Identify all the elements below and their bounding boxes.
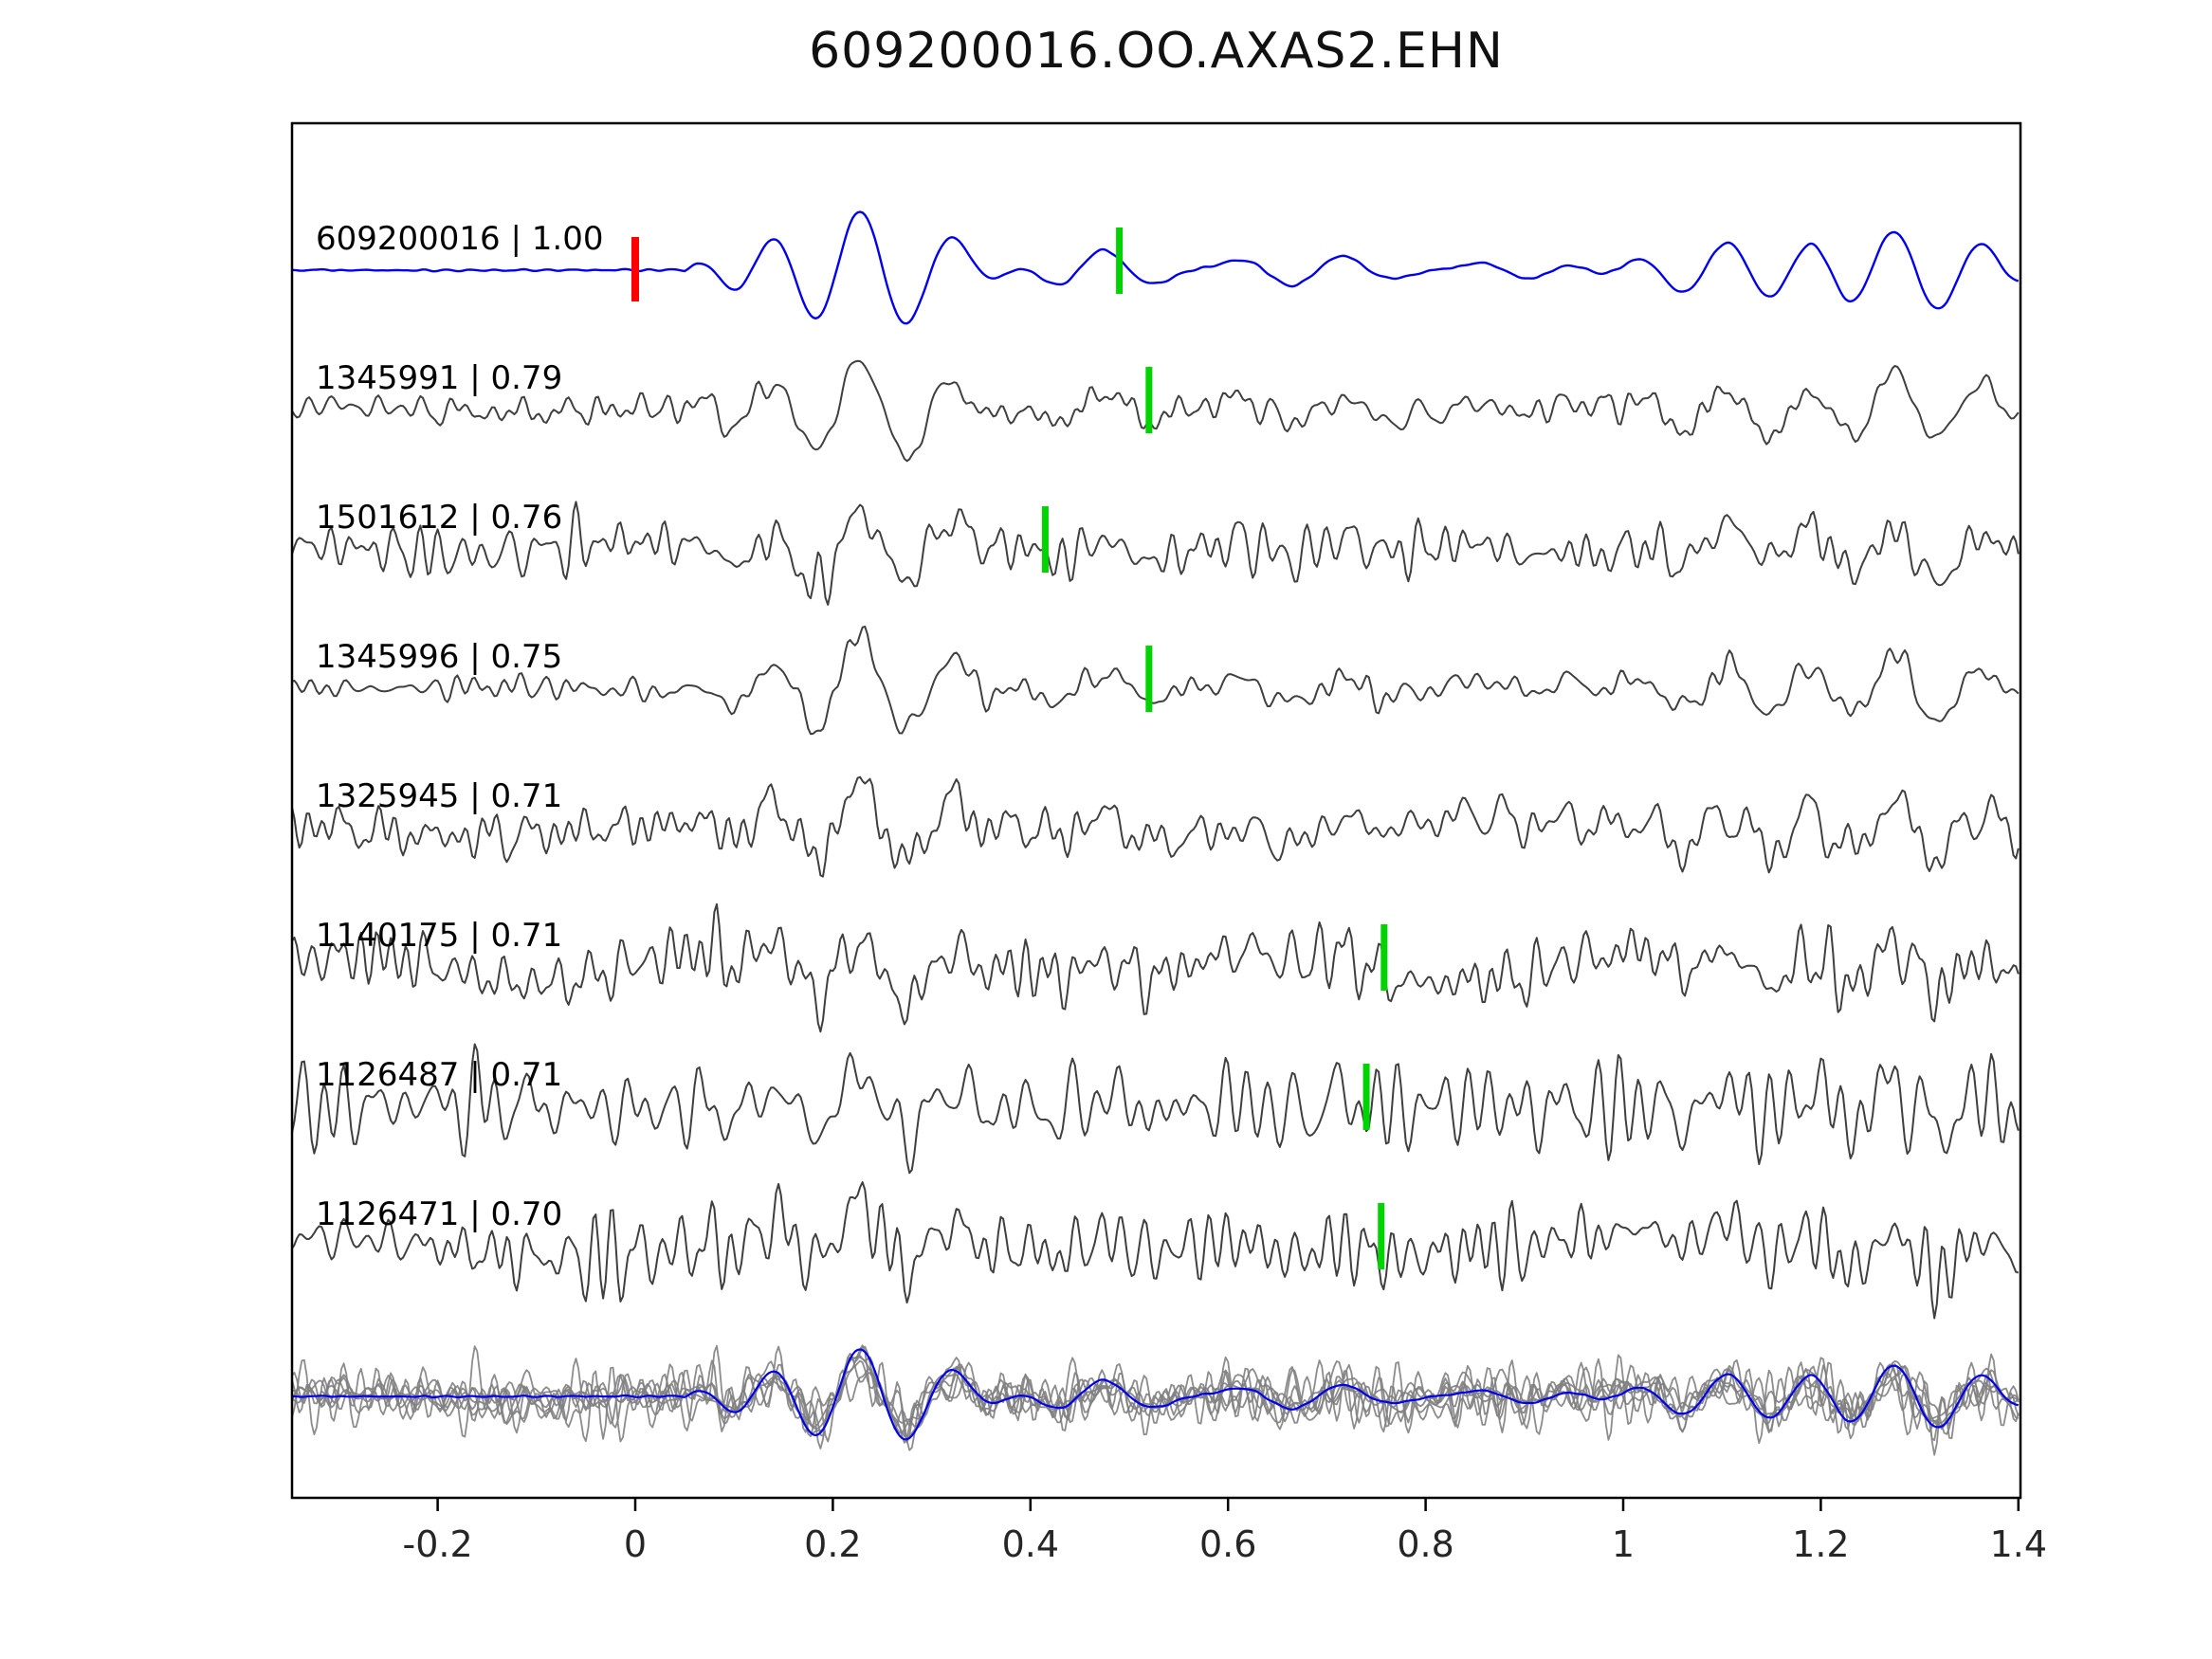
waveform-trace-1140175 [292, 902, 2020, 1033]
x-tick-label: 0.6 [1199, 1523, 1256, 1565]
waveform-trace-1126471 [292, 1181, 2020, 1320]
waveform-trace-1345991 [292, 359, 2020, 463]
x-tick-label: 0.4 [1002, 1523, 1059, 1565]
trace-label-1140175: 1140175 | 0.71 [316, 917, 562, 955]
trace-label-609200016: 609200016 | 1.00 [316, 220, 603, 258]
x-tick-label: -0.2 [403, 1523, 473, 1565]
waveform-trace-609200016 [292, 210, 2020, 325]
figure-title: 609200016.OO.AXAS2.EHN [809, 23, 1504, 80]
x-tick-label: 0.2 [804, 1523, 861, 1565]
x-tick-label: 0.8 [1397, 1523, 1453, 1565]
trace-label-1501612: 1501612 | 0.76 [316, 499, 562, 537]
waveform-trace-1126487 [292, 1043, 2020, 1175]
trace-label-1345991: 1345991 | 0.79 [316, 359, 562, 397]
plot-border [290, 121, 2022, 1500]
x-tick-label: 0 [624, 1523, 647, 1565]
x-tick-label: 1.2 [1792, 1523, 1849, 1565]
overlay-trace-1126471 [292, 1344, 2020, 1456]
trace-label-1126471: 1126471 | 0.70 [316, 1195, 562, 1233]
waveform-trace-1501612 [292, 501, 2020, 606]
waveform-trace-1325945 [292, 775, 2020, 878]
overlay-trace-reference [292, 1348, 2020, 1441]
x-tick-label: 1 [1612, 1523, 1635, 1565]
trace-label-1325945: 1325945 | 0.71 [316, 777, 562, 815]
trace-label-1345996: 1345996 | 0.75 [316, 638, 562, 676]
x-tick-label: 1.4 [1990, 1523, 2047, 1565]
trace-label-1126487: 1126487 | 0.71 [316, 1056, 562, 1094]
overlay-trace-1126487 [292, 1345, 2020, 1451]
waveform-trace-1345996 [292, 626, 2020, 736]
